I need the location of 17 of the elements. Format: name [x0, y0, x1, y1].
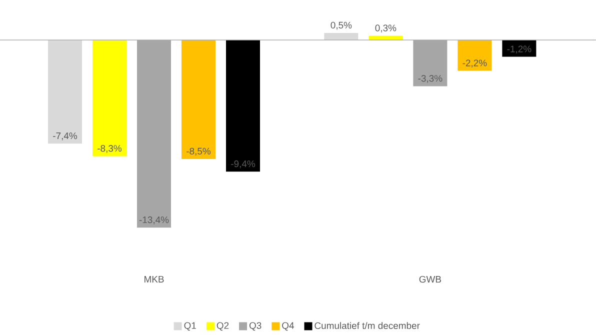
data-label: -9,4%	[231, 160, 256, 168]
legend-label: Q1	[184, 322, 196, 331]
data-label: -2,2%	[462, 60, 487, 68]
legend-label: Q2	[216, 322, 229, 331]
data-label: 0,5%	[330, 22, 352, 30]
data-label: -1,2%	[507, 46, 532, 54]
legend-label: Q4	[282, 322, 294, 331]
data-label: -8,5%	[186, 148, 211, 156]
legend-label: Q3	[249, 322, 262, 331]
data-label: 0,3%	[375, 24, 396, 32]
data-label: -3,3%	[418, 75, 442, 83]
legend-label: Cumulatief t/m december	[314, 322, 420, 330]
x-tick-label: GWB	[419, 276, 441, 283]
data-label: -13,4%	[139, 216, 169, 224]
data-label: -7,4%	[53, 132, 78, 140]
data-label: -8,3%	[98, 145, 122, 153]
x-tick-label: MKB	[144, 276, 164, 282]
